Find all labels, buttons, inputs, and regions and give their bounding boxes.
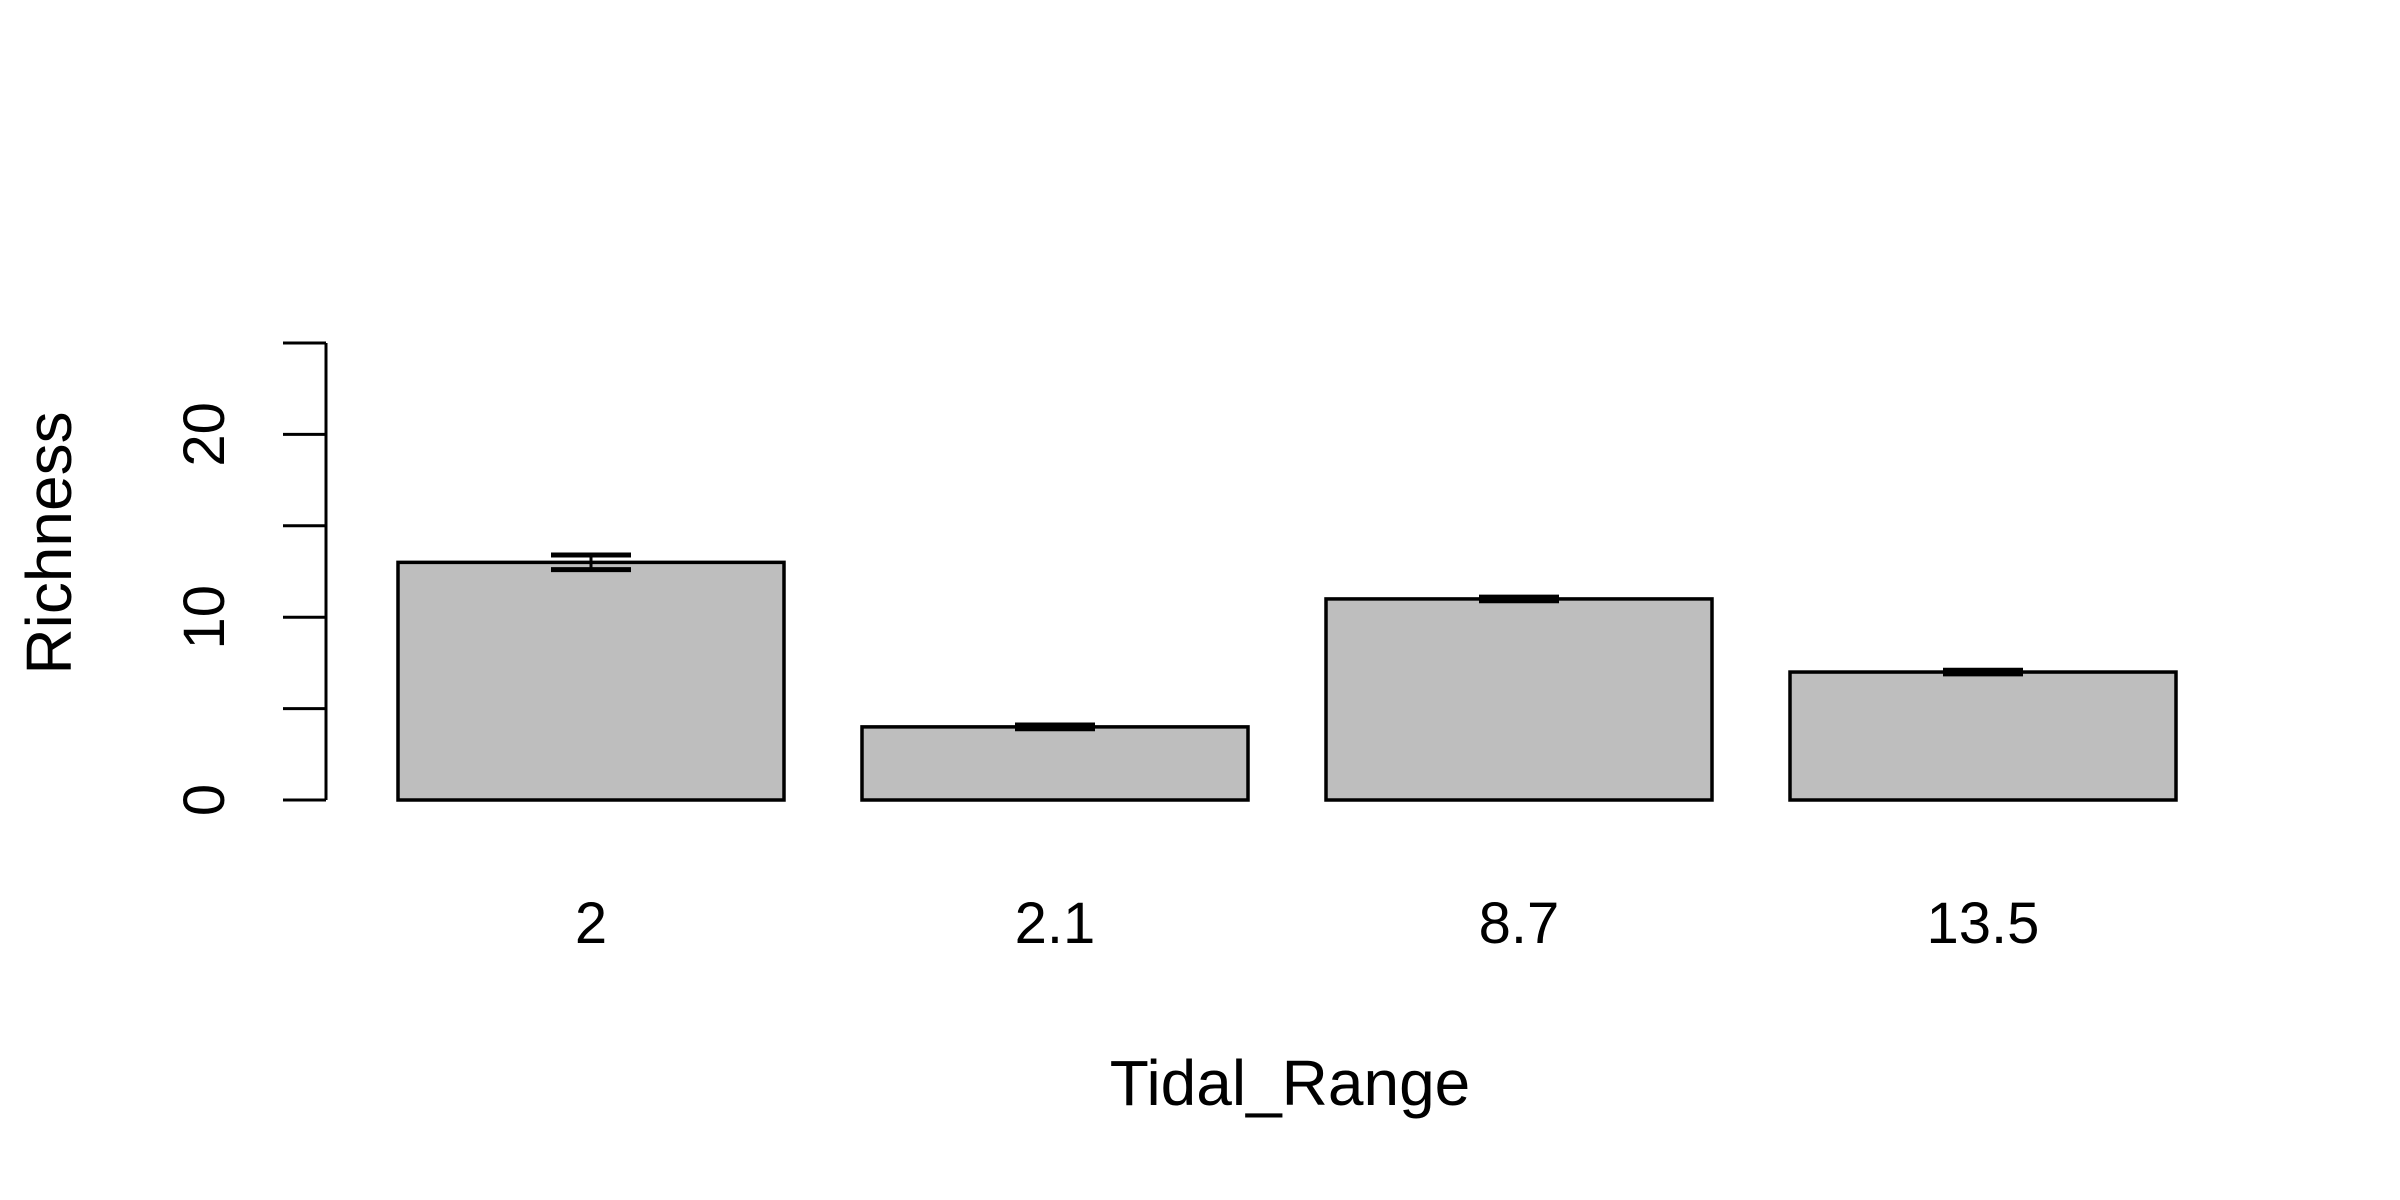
bar <box>860 725 1250 802</box>
x-tick-label: 13.5 <box>1927 891 2040 956</box>
bar <box>396 560 786 802</box>
x-tick-label: 8.7 <box>1479 891 1560 956</box>
bar <box>1788 670 2178 802</box>
x-tick-label: 2 <box>575 891 607 956</box>
x-axis-labels: 2 2.1 8.7 13.5 <box>575 891 2040 956</box>
bar <box>1324 597 1714 802</box>
bars <box>396 560 2178 802</box>
error-bars <box>551 552 2023 732</box>
y-tick-label: 10 <box>172 585 237 650</box>
x-tick-label: 2.1 <box>1015 891 1096 956</box>
x-axis-title: Tidal_Range <box>1110 1047 1471 1119</box>
y-tick-label: 20 <box>172 402 237 467</box>
y-axis-title: Richness <box>13 411 85 674</box>
y-tick-label: 0 <box>172 784 237 816</box>
y-axis: 0 10 20 <box>172 341 328 816</box>
